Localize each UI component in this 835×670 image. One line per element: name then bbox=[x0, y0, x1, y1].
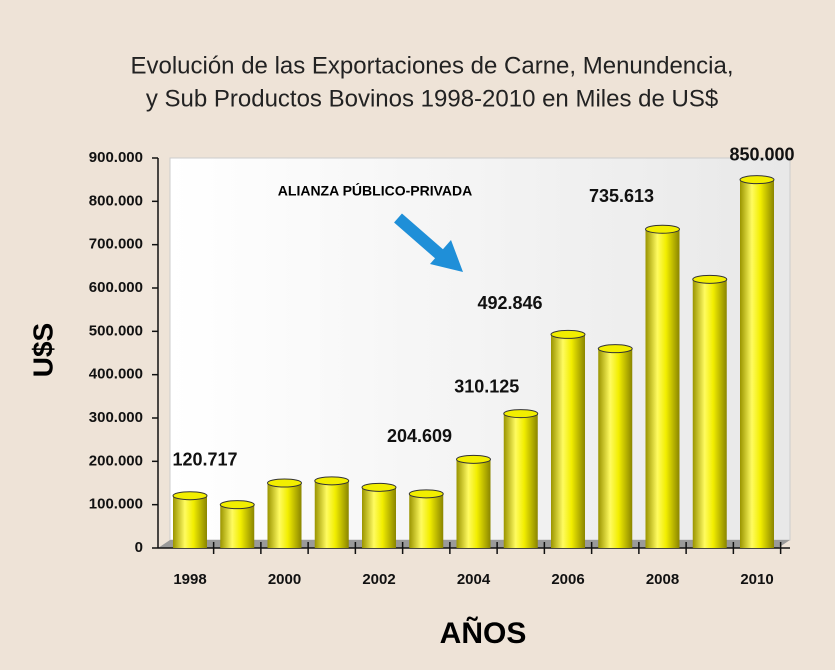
bar bbox=[173, 495, 207, 548]
bar-top bbox=[692, 274, 728, 284]
bar-top bbox=[361, 482, 397, 492]
bar-top bbox=[597, 344, 633, 354]
bar-top bbox=[267, 478, 302, 488]
bar-top bbox=[456, 454, 491, 464]
value-label: 204.609 bbox=[387, 426, 452, 446]
chart-subtitle: y Sub Productos Bovinos 1998-2010 en Mil… bbox=[146, 85, 718, 112]
bar bbox=[503, 413, 538, 548]
bar-top bbox=[172, 491, 208, 501]
bar-top bbox=[314, 476, 350, 486]
bar bbox=[551, 334, 585, 548]
x-tick-label: 2008 bbox=[646, 571, 679, 588]
y-tick-label: 0 bbox=[135, 539, 143, 556]
value-label: 735.613 bbox=[589, 186, 654, 206]
arrow bbox=[394, 213, 463, 272]
y-tick-label: 100.000 bbox=[89, 496, 143, 513]
chart-title: Evolución de las Exportaciones de Carne,… bbox=[130, 52, 733, 79]
x-tick-label: 2002 bbox=[362, 571, 395, 588]
y-tick-label: 700.000 bbox=[89, 236, 143, 253]
bar bbox=[645, 229, 680, 548]
bar bbox=[314, 480, 349, 548]
y-tick-label: 200.000 bbox=[89, 452, 143, 469]
bar-top bbox=[503, 409, 539, 419]
y-tick-label: 500.000 bbox=[89, 322, 143, 339]
bar bbox=[362, 487, 396, 548]
y-tick-label: 300.000 bbox=[89, 409, 143, 426]
bar bbox=[692, 279, 727, 548]
bar bbox=[598, 348, 633, 548]
bar-top bbox=[408, 489, 444, 499]
bar-top bbox=[645, 224, 680, 234]
value-label: 120.717 bbox=[172, 449, 237, 469]
y-tick-label: 400.000 bbox=[89, 366, 143, 383]
value-label: 850.000 bbox=[729, 144, 794, 164]
x-tick-label: 2000 bbox=[268, 571, 301, 588]
bar bbox=[456, 459, 491, 548]
y-tick-label: 600.000 bbox=[89, 279, 143, 296]
bar-top bbox=[739, 175, 775, 185]
bar bbox=[267, 483, 302, 548]
bar bbox=[409, 493, 444, 548]
x-axis-label: AÑOS bbox=[440, 616, 527, 650]
value-label: 492.846 bbox=[477, 293, 542, 313]
annotation: ALIANZA PÚBLICO-PRIVADA bbox=[278, 182, 472, 199]
bar-top bbox=[219, 500, 255, 510]
value-label: 310.125 bbox=[454, 376, 519, 396]
bar bbox=[740, 179, 774, 548]
x-tick-label: 1998 bbox=[173, 571, 206, 588]
bar-top bbox=[550, 329, 586, 339]
x-tick-label: 2006 bbox=[551, 571, 584, 588]
bar bbox=[220, 504, 255, 548]
x-tick-label: 2010 bbox=[740, 571, 773, 588]
y-tick-label: 900.000 bbox=[89, 149, 143, 166]
y-tick-label: 800.000 bbox=[89, 192, 143, 209]
y-axis-label: U$S bbox=[27, 323, 58, 377]
x-tick-label: 2004 bbox=[457, 571, 491, 588]
